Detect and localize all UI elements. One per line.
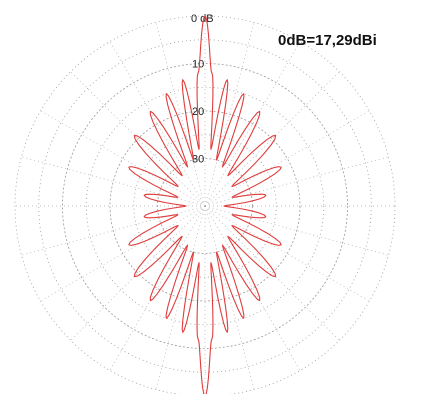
grid-spoke <box>109 205 206 371</box>
grid-ring <box>109 110 301 302</box>
grid-ring <box>85 86 325 326</box>
grid-spoke <box>204 41 301 207</box>
polar-grid <box>14 15 396 394</box>
grid-spoke <box>109 41 206 207</box>
grid-ring <box>62 63 348 349</box>
grid-spoke <box>204 110 370 207</box>
grid-spoke <box>204 156 389 207</box>
grid-spoke <box>204 71 340 207</box>
radiation-pattern <box>128 15 282 394</box>
grid-ring <box>157 158 253 254</box>
grid-spoke <box>21 156 206 207</box>
radial-tick-label: 10 <box>192 59 204 71</box>
radial-tick-label: 30 <box>192 154 204 166</box>
grid-ring <box>133 134 277 278</box>
radial-tick-label: 0 dB <box>191 13 214 25</box>
gain-reference-label: 0dB=17,29dBi <box>278 32 377 49</box>
grid-ring <box>38 39 372 373</box>
grid-spoke <box>40 110 206 207</box>
grid-spoke <box>40 205 206 302</box>
grid-ring <box>14 15 396 394</box>
grid-spoke <box>204 205 340 341</box>
radiation-pattern-trace <box>128 15 282 394</box>
grid-spoke <box>204 205 301 371</box>
grid-spoke <box>70 205 206 341</box>
